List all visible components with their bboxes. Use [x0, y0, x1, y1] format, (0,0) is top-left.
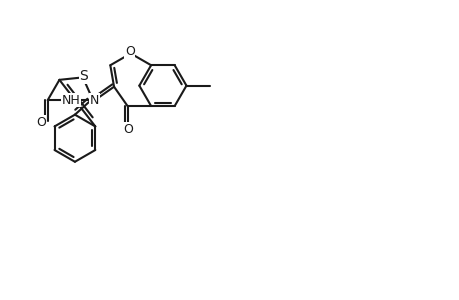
Text: O: O — [124, 45, 134, 58]
Text: S: S — [79, 69, 88, 83]
Text: N: N — [90, 94, 99, 107]
Text: O: O — [123, 123, 133, 136]
Text: NH: NH — [62, 94, 80, 107]
Text: O: O — [36, 116, 45, 129]
